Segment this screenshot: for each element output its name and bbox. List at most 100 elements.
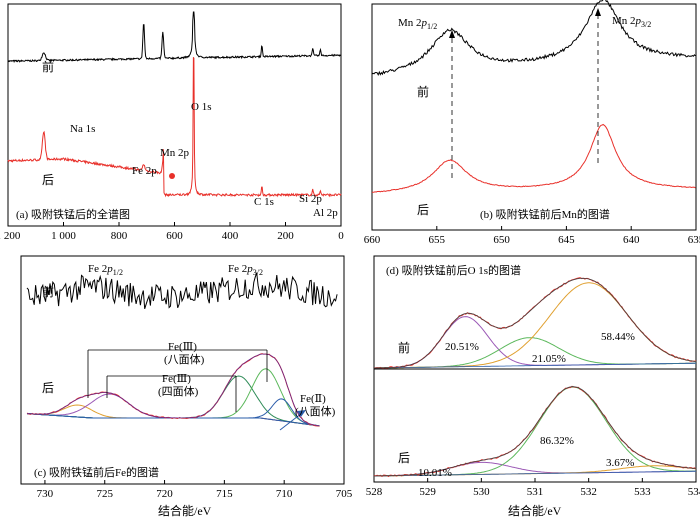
panel-c-ticklabel-3: 715 (216, 488, 233, 500)
panel-c-xlabel: 结合能/eV (158, 503, 212, 518)
panel-d-after-baseline (374, 470, 696, 477)
panel-c-fe2-sub: (八面体) (295, 404, 336, 418)
panel-b-ticklabel-4: 640 (623, 234, 640, 246)
panel-a-before-label: 前 (42, 59, 54, 74)
panel-a-si2p-label: Si 2p (299, 193, 322, 205)
panel-c-ticklabel-0: 730 (37, 488, 54, 500)
panel-c-ticklabel-1: 725 (96, 488, 113, 500)
panel-b-ticks: 660 655 650 645 640 635 (364, 226, 700, 246)
panel-c-envelope (26, 353, 320, 427)
panel-c-fe3-tet-sub: (四面体) (158, 384, 199, 398)
panel-c-fe2-arrow (279, 412, 303, 431)
panel-b-ticklabel-1: 655 (429, 234, 446, 246)
panel-b-before-label: 前 (417, 84, 429, 99)
panel-c-fe3-tet-label: Fe(Ⅲ) (162, 373, 191, 385)
panel-d-after-envelope (374, 386, 697, 477)
panel-a-ticklabel-2: 800 (111, 230, 128, 242)
panel-a-ticklabel-6: 0 (338, 230, 344, 242)
panel-d-pct-4: 86.32% (540, 435, 574, 447)
panel-c-fe3-oct-sub: (八面体) (164, 352, 205, 366)
panel-d-before-fit (373, 277, 697, 369)
panel-c-caption: (c) 吸附铁锰前后Fe的图谱 (34, 465, 159, 479)
panel-d-after-fit (373, 385, 697, 478)
panel-d-pct-3: 58.44% (601, 331, 635, 343)
panel-d-pct-5: 10.01% (418, 467, 452, 479)
panel-d-ticklabel-3: 531 (527, 486, 544, 498)
panel-d-xlabel: 结合能/eV (508, 503, 562, 518)
panel-c-fe3-oct-label: Fe(Ⅲ) (168, 341, 197, 353)
panel-c-baseline (26, 413, 320, 427)
panel-c-ticklabel-4: 710 (276, 488, 293, 500)
panel-d-pct-6: 3.67% (606, 457, 634, 469)
panel-c-after-label: 后 (42, 381, 54, 395)
panel-c-fe2-arrowhead (297, 410, 306, 417)
panel-d-pct-1: 20.51% (445, 341, 479, 353)
panel-b-ticklabel-0: 660 (364, 234, 381, 246)
panel-c-bracket-oct-legs (87, 350, 268, 398)
panel-a-frame (7, 3, 342, 227)
panel-c-fe2p32-label: Fe 2p3/2 (228, 263, 263, 277)
panel-d-before-baseline (374, 362, 696, 369)
panel-b-after-line (371, 123, 696, 193)
panel-c-fe2p12-label: Fe 2p1/2 (88, 263, 123, 277)
panel-a-al2p-label: Al 2p (313, 207, 338, 219)
panel-b-ticklabel-2: 650 (493, 234, 510, 246)
panel-b-ticklabel-5: 635 (688, 234, 700, 246)
panel-a-after-line (7, 56, 342, 198)
panel-b-arrow-1 (449, 30, 455, 38)
panel-a-ticklabel-5: 200 (277, 230, 294, 242)
panel-c-fe2-label: Fe(Ⅱ) (300, 393, 326, 405)
panel-b-frame (371, 3, 697, 231)
panel-d-ticklabel-6: 534 (688, 486, 700, 498)
panel-b-before-line (371, 0, 696, 77)
panel-d-before-label: 前 (398, 340, 410, 355)
panel-a-c1s-label: C 1s (254, 196, 274, 208)
panel-b-arrow-2 (595, 8, 601, 16)
panel-d-after-component-2 (374, 386, 696, 477)
panel-a-ticklabel-0: 1 200 (0, 230, 21, 242)
panel-b: 660 655 650 645 640 635 Mn 2p1/2 Mn 2p3/2 前 后… (364, 0, 700, 246)
panel-d-before-envelope (374, 277, 697, 369)
panel-d-after-label: 后 (398, 451, 410, 465)
panel-a-mn2p-label: Mn 2p (160, 147, 190, 159)
panel-c-ticklabel-5: 705 (336, 488, 353, 500)
panel-c-component-1 (26, 404, 320, 427)
panel-c-ticklabel-2: 720 (156, 488, 173, 500)
panel-a-after-label: 后 (42, 173, 54, 187)
panel-a: 1 200 1 000 800 600 400 200 0 前 后 Na 1s O 1s F… (0, 3, 344, 242)
panel-a-o1s-label: O 1s (191, 101, 211, 113)
panel-d-ticklabel-0: 528 (366, 486, 383, 498)
panel-c-bracket-tet-legs (106, 376, 237, 412)
panel-a-ticks: 1 200 1 000 800 600 400 200 0 (0, 222, 344, 242)
panel-a-na1s-label: Na 1s (70, 123, 95, 135)
panel-a-ticklabel-1: 1 000 (51, 230, 76, 242)
panel-b-mn2p12-label: Mn 2p1/2 (398, 17, 437, 31)
panel-d-caption: (d) 吸附铁锰前后O 1s的图谱 (386, 263, 521, 277)
panel-a-before-line (7, 11, 342, 63)
panel-c-before-label: 前 (42, 284, 54, 299)
panel-a-caption: (a) 吸附铁锰后的全谱图 (16, 207, 130, 221)
panel-c-frame (20, 255, 345, 485)
panel-a-ticklabel-3: 600 (166, 230, 183, 242)
panel-d-after-raw-line (373, 385, 697, 478)
panel-d-ticklabel-2: 530 (473, 486, 490, 498)
panel-a-fe2p-label: Fe 2p (132, 165, 157, 177)
panel-c-before-line (26, 272, 338, 309)
panel-c-ticks: 730 725 720 715 710 705 (37, 480, 353, 500)
panel-d-ticks: 528 529 530 531 532 533 534 (366, 478, 700, 498)
panel-d-pct-2: 21.05% (532, 353, 566, 365)
panel-d-ticklabel-4: 532 (580, 486, 597, 498)
panel-b-mn2p32-label: Mn 2p3/2 (612, 15, 651, 29)
panel-c-component-2 (26, 393, 320, 427)
panel-b-after-label: 后 (417, 203, 429, 217)
panel-d: 528529530531532533534 (d) 吸附铁锰前后O 1s的图谱 … (366, 255, 700, 518)
panel-c: 730 725 720 715 710 705 Fe 2p1/2 Fe 2p3/2 前 后… (20, 255, 353, 518)
panel-d-ticklabel-5: 533 (634, 486, 651, 498)
panel-d-ticklabel-1: 529 (419, 486, 436, 498)
panel-a-ticklabel-4: 400 (222, 230, 239, 242)
panel-a-mn-marker (169, 173, 175, 179)
panel-c-after-fit (26, 353, 320, 427)
panel-b-caption: (b) 吸附铁锰前后Mn的图谱 (480, 207, 610, 221)
panel-b-ticklabel-3: 645 (558, 234, 575, 246)
